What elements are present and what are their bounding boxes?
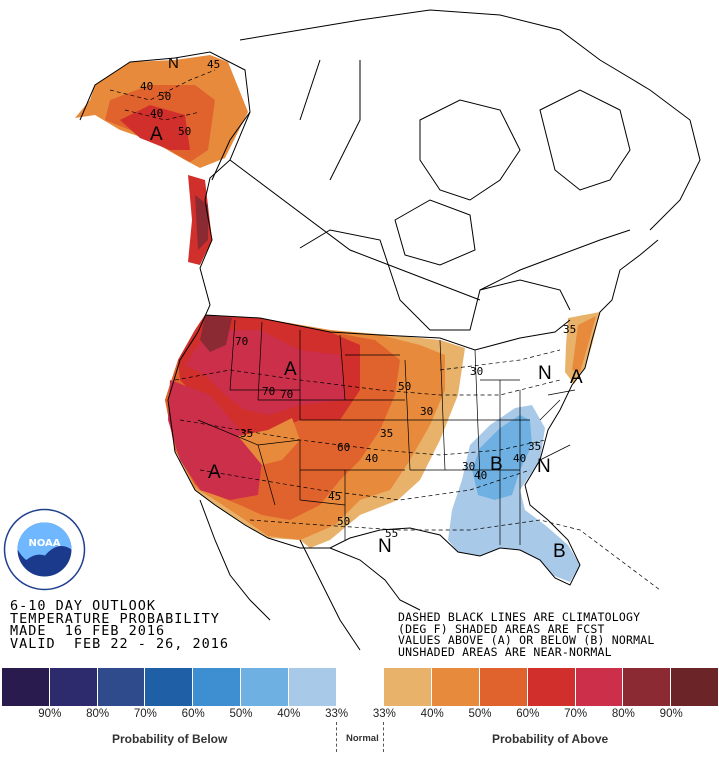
outlook-valid-dates: VALID FEB 22 - 26, 2016 (10, 635, 230, 652)
prob-label: 70 (235, 335, 248, 348)
northeast-above-region (565, 312, 600, 384)
prob-label: 30 (462, 460, 475, 473)
legend-swatch (671, 668, 719, 706)
legend-tick-label: 33% (372, 708, 396, 720)
outlook-info: 6-10 DAY OUTLOOK TEMPERATURE PROBABILITY M… (10, 600, 229, 650)
legend-tick-label: 50% (468, 708, 492, 720)
legend-swatch (193, 668, 241, 706)
legend-swatch (2, 668, 50, 706)
prob-label: 35 (528, 440, 541, 453)
category-label-carolinas: N (537, 456, 551, 477)
legend-swatch (527, 668, 576, 706)
coastlines (79, 9, 701, 651)
legend-below-title: Probability of Below (112, 732, 228, 746)
category-label-north-alaska: N (168, 55, 179, 72)
outlook-map: A A A A B B N N N N 40 45 50 40 50 70 70… (75, 9, 701, 651)
prob-label: 70 (280, 388, 293, 401)
legend-tick-label: 60% (516, 708, 540, 720)
legend-tick-label: 40% (277, 708, 301, 720)
prob-label: 55 (385, 527, 398, 540)
legend-swatch (97, 668, 146, 706)
prob-label: 40 (513, 452, 526, 465)
prob-label: 50 (398, 380, 411, 393)
legend-swatch (336, 668, 385, 706)
legend-tick-label: 90% (659, 708, 683, 720)
note-line: VALUES ABOVE (A) OR BELOW (B) NORMAL (398, 633, 655, 647)
alaska-above-region (75, 55, 248, 265)
legend-tick-label: 33% (325, 708, 349, 720)
category-label-florida: B (553, 541, 566, 562)
legend-tick-label: 80% (86, 708, 110, 720)
west-above-region (165, 315, 465, 548)
prob-label: 30 (470, 365, 483, 378)
prob-label: 50 (158, 90, 171, 103)
category-label-northeast: A (570, 367, 583, 388)
legend-swatch (288, 668, 337, 706)
noaa-logo-text: NOAA (28, 538, 60, 549)
note-line: UNSHADED AREAS ARE NEAR-NORMAL (398, 644, 612, 659)
category-label-southwest: A (208, 462, 221, 483)
prob-label: 40 (140, 80, 153, 93)
legend-tick-label: 70% (564, 708, 588, 720)
prob-label: 40 (365, 452, 378, 465)
outlook-subtitle: TEMPERATURE PROBABILITY (10, 610, 220, 627)
category-label-texas: N (378, 536, 392, 557)
southeast-below-region (448, 405, 580, 582)
legend-tick-label: 50% (229, 708, 253, 720)
prob-label: 50 (337, 515, 350, 528)
probability-legend-ticks: 90% 80% 70% 60% 50% 40% 33% 33% 40% 50% 60% 70% 80% 9… (2, 706, 719, 722)
category-label-mid-atlantic: N (538, 363, 552, 384)
prob-label: 45 (328, 490, 341, 503)
prob-label: 70 (262, 385, 275, 398)
legend-tick-label: 60% (181, 708, 205, 720)
outlook-made-date: MADE 16 FEB 2016 (10, 623, 166, 639)
probability-legend-bar (2, 668, 719, 706)
category-label-southeast: B (490, 454, 503, 475)
legend-swatch (575, 668, 624, 706)
prob-label: 45 (207, 58, 220, 71)
prob-label: 30 (420, 405, 433, 418)
prob-label: 35 (380, 427, 393, 440)
prob-label: 60 (337, 441, 350, 454)
legend-normal-title: Normal (346, 733, 379, 744)
legend-above-title: Probability of Above (492, 732, 609, 746)
legend-swatch (623, 668, 672, 706)
prob-label: 40 (150, 107, 163, 120)
legend-tick-label: 70% (133, 708, 157, 720)
prob-label: 35 (563, 323, 576, 336)
legend-tick-label: 80% (611, 708, 635, 720)
legend-tick-label: 40% (420, 708, 444, 720)
map-notes: DASHED BLACK LINES ARE CLIMATOLOGY (DEG F… (398, 610, 655, 659)
category-label-alaska: A (150, 124, 163, 145)
note-line: DASHED BLACK LINES ARE CLIMATOLOGY (398, 610, 641, 624)
legend-swatch (479, 668, 528, 706)
note-line: (DEG F) SHADED AREAS ARE FCST (398, 621, 605, 636)
legend-swatch (145, 668, 194, 706)
prob-label: 50 (178, 125, 191, 138)
legend-tick-label: 90% (38, 708, 62, 720)
legend-swatch (240, 668, 289, 706)
climatology-isotherms (109, 69, 661, 591)
prob-label: 35 (240, 427, 253, 440)
prob-label: 40 (474, 469, 487, 482)
legend-swatch (384, 668, 433, 706)
category-label-northern-plains: A (284, 359, 297, 380)
legend-swatch (49, 668, 98, 706)
outlook-title: 6-10 DAY OUTLOOK (10, 598, 157, 614)
noaa-logo: NOAA (3, 508, 86, 591)
legend-swatch (432, 668, 480, 706)
legend-divider (336, 722, 337, 752)
legend-divider (383, 722, 384, 752)
